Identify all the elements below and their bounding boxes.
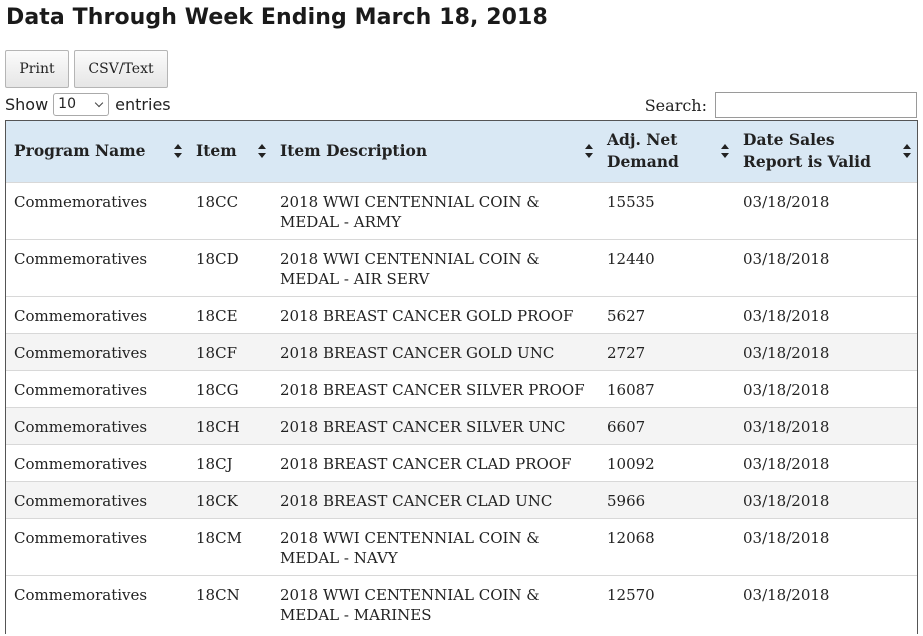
table-row: Commemoratives 18CE 2018 BREAST CANCER G… [6,295,917,333]
cell-demand: 5966 [599,480,735,518]
cell-item: 18CC [188,181,272,239]
column-header-label: Date Sales Report is Valid [743,130,871,172]
print-button[interactable]: Print [5,50,69,88]
cell-description: 2018 BREAST CANCER GOLD PROOF [272,295,599,333]
cell-description: 2018 WWI CENTENNIAL COIN & MEDAL - ARMY [272,181,599,239]
cell-item: 18CF [188,332,272,370]
cell-description: 2018 BREAST CANCER CLAD UNC [272,480,599,518]
column-header-program-name[interactable]: Program Name [6,121,188,182]
cell-description: 2018 BREAST CANCER CLAD PROOF [272,443,599,481]
search-input[interactable] [715,92,917,118]
entries-length-control: Show 10 entries [5,92,171,116]
cell-description: 2018 WWI CENTENNIAL COIN & MEDAL - AIR S… [272,238,599,296]
cell-item: 18CM [188,517,272,575]
table-header-row: Program Name Item Item Description Adj. … [6,121,917,182]
cell-item: 18CD [188,238,272,296]
entries-label: entries [115,94,171,114]
cell-program: Commemoratives [6,181,188,239]
cell-program: Commemoratives [6,295,188,333]
cell-item: 18CH [188,406,272,444]
chevron-down-icon [94,98,104,107]
column-header-item-description[interactable]: Item Description [272,121,599,182]
cell-demand: 16087 [599,369,735,407]
cell-description: 2018 BREAST CANCER SILVER UNC [272,406,599,444]
table-row: Commemoratives 18CG 2018 BREAST CANCER S… [6,369,917,407]
cell-date: 03/18/2018 [735,181,917,239]
cell-date: 03/18/2018 [735,443,917,481]
cell-demand: 2727 [599,332,735,370]
column-header-date-valid[interactable]: Date Sales Report is Valid [735,121,917,182]
cell-program: Commemoratives [6,517,188,575]
cell-demand: 6607 [599,406,735,444]
column-header-label: Adj. Net Demand [607,130,679,172]
table-row: Commemoratives 18CK 2018 BREAST CANCER C… [6,480,917,518]
sort-icon [585,144,593,159]
cell-item: 18CG [188,369,272,407]
cell-program: Commemoratives [6,332,188,370]
cell-demand: 10092 [599,443,735,481]
entries-select[interactable]: 10 [53,92,110,116]
table-row: Commemoratives 18CN 2018 WWI CENTENNIAL … [6,574,917,632]
cell-date: 03/18/2018 [735,574,917,632]
sort-icon [174,144,182,159]
cell-program: Commemoratives [6,443,188,481]
cell-item: 18CN [188,574,272,632]
sort-icon [903,144,911,159]
cell-demand: 5627 [599,295,735,333]
page-title: Data Through Week Ending March 18, 2018 [6,5,548,30]
cell-date: 03/18/2018 [735,369,917,407]
column-header-adj-net-demand[interactable]: Adj. Net Demand [599,121,735,182]
cell-date: 03/18/2018 [735,295,917,333]
cell-program: Commemoratives [6,406,188,444]
cell-demand: 15535 [599,181,735,239]
csv-text-button[interactable]: CSV/Text [74,50,168,88]
column-header-label: Item Description [280,141,428,161]
cell-description: 2018 BREAST CANCER SILVER PROOF [272,369,599,407]
cell-item: 18CK [188,480,272,518]
cell-program: Commemoratives [6,369,188,407]
column-header-label: Item [196,141,237,161]
table-row: Commemoratives 18CC 2018 WWI CENTENNIAL … [6,181,917,239]
show-label: Show [5,94,49,114]
cell-date: 03/18/2018 [735,332,917,370]
table-row: Commemoratives 18CJ 2018 BREAST CANCER C… [6,443,917,481]
cell-item: 18CE [188,295,272,333]
column-header-item[interactable]: Item [188,121,272,182]
cell-date: 03/18/2018 [735,406,917,444]
cell-item: 18CJ [188,443,272,481]
cell-demand: 12440 [599,238,735,296]
cell-program: Commemoratives [6,480,188,518]
cell-demand: 12068 [599,517,735,575]
table-row: Commemoratives 18CH 2018 BREAST CANCER S… [6,406,917,444]
search-control: Search: [645,92,917,118]
cell-program: Commemoratives [6,574,188,632]
sort-icon [721,144,729,159]
cell-date: 03/18/2018 [735,517,917,575]
table-row: Commemoratives 18CD 2018 WWI CENTENNIAL … [6,238,917,296]
sales-table: Program Name Item Item Description Adj. … [6,121,917,632]
cell-date: 03/18/2018 [735,238,917,296]
cell-description: 2018 WWI CENTENNIAL COIN & MEDAL - MARIN… [272,574,599,632]
column-header-label: Program Name [14,141,146,161]
table-row: Commemoratives 18CF 2018 BREAST CANCER G… [6,332,917,370]
cell-program: Commemoratives [6,238,188,296]
table-row: Commemoratives 18CM 2018 WWI CENTENNIAL … [6,517,917,575]
cell-description: 2018 WWI CENTENNIAL COIN & MEDAL - NAVY [272,517,599,575]
sales-table-container: Program Name Item Item Description Adj. … [5,120,918,634]
cell-date: 03/18/2018 [735,480,917,518]
sort-icon [258,144,266,159]
entries-select-value: 10 [58,96,76,112]
search-label: Search: [644,95,707,115]
cell-description: 2018 BREAST CANCER GOLD UNC [272,332,599,370]
cell-demand: 12570 [599,574,735,632]
